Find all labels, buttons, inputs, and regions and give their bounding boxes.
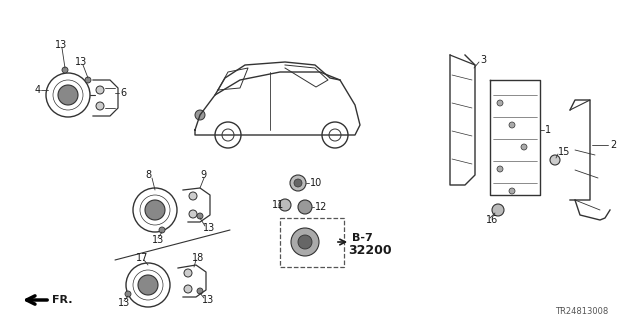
Circle shape (138, 275, 158, 295)
Text: 10: 10 (310, 178, 323, 188)
FancyBboxPatch shape (280, 218, 344, 267)
Circle shape (159, 227, 165, 233)
Circle shape (96, 86, 104, 94)
Text: B-7: B-7 (352, 233, 372, 243)
Text: 8: 8 (145, 170, 151, 180)
Text: 32200: 32200 (348, 244, 392, 257)
Circle shape (509, 122, 515, 128)
Circle shape (279, 199, 291, 211)
Circle shape (492, 204, 504, 216)
Circle shape (298, 235, 312, 249)
Circle shape (521, 144, 527, 150)
Circle shape (96, 102, 104, 110)
Text: 18: 18 (192, 253, 204, 263)
Text: 9: 9 (200, 170, 206, 180)
Text: 15: 15 (558, 147, 570, 157)
Text: TR24813008: TR24813008 (555, 308, 608, 316)
Circle shape (298, 200, 312, 214)
Text: 17: 17 (136, 253, 148, 263)
Circle shape (290, 175, 306, 191)
Circle shape (509, 188, 515, 194)
Circle shape (85, 77, 91, 83)
Circle shape (497, 166, 503, 172)
Circle shape (184, 269, 192, 277)
Circle shape (184, 285, 192, 293)
Circle shape (62, 67, 68, 73)
Circle shape (58, 85, 78, 105)
Text: 1: 1 (545, 125, 551, 135)
Circle shape (145, 200, 165, 220)
Circle shape (125, 291, 131, 297)
Text: 13: 13 (118, 298, 131, 308)
Text: 13: 13 (203, 223, 215, 233)
Text: 4: 4 (35, 85, 41, 95)
Circle shape (294, 179, 302, 187)
Text: 13: 13 (55, 40, 67, 50)
Text: 11: 11 (272, 200, 284, 210)
Text: 13: 13 (202, 295, 214, 305)
Circle shape (497, 100, 503, 106)
Circle shape (195, 110, 205, 120)
Circle shape (189, 192, 197, 200)
Text: 2: 2 (610, 140, 616, 150)
Text: 12: 12 (315, 202, 328, 212)
Circle shape (197, 288, 203, 294)
Text: 13: 13 (75, 57, 87, 67)
Text: 13: 13 (152, 235, 164, 245)
Circle shape (197, 213, 203, 219)
Text: 16: 16 (486, 215, 499, 225)
Text: 6: 6 (120, 88, 126, 98)
Text: 3: 3 (480, 55, 486, 65)
Circle shape (291, 228, 319, 256)
Circle shape (550, 155, 560, 165)
Circle shape (189, 210, 197, 218)
Text: FR.: FR. (52, 295, 72, 305)
